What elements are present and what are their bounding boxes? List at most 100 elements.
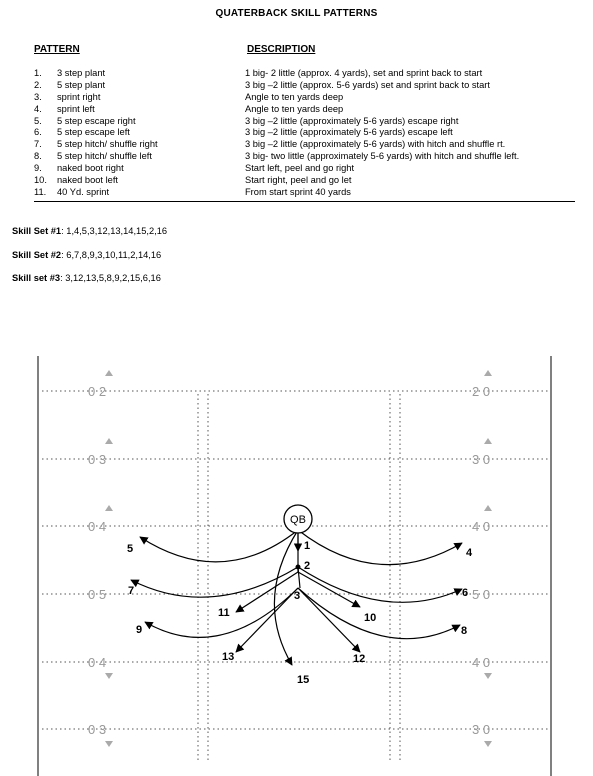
pattern-description: Angle to ten yards deep bbox=[245, 103, 344, 114]
pattern-number: 8. bbox=[34, 151, 42, 162]
route-label-8: 8 bbox=[461, 625, 467, 637]
pattern-description: Start right, peel and go let bbox=[245, 175, 352, 186]
route-label-6: 6 bbox=[462, 587, 468, 599]
yard-arrow-triangles bbox=[105, 370, 492, 747]
yard-number-right: 5 0 bbox=[472, 587, 490, 602]
yard-number-right: 4 0 bbox=[472, 655, 490, 670]
route-7 bbox=[130, 566, 299, 598]
skill-set-1: Skill Set #1: 1,4,5,3,12,13,14,15,2,16 bbox=[12, 226, 167, 236]
drop-point-2 bbox=[295, 564, 301, 570]
pattern-name: naked boot left bbox=[57, 175, 118, 186]
pattern-number: 7. bbox=[34, 139, 42, 150]
list-item: 7. 5 step hitch/ shuffle right 3 big –2 li… bbox=[34, 139, 579, 151]
pattern-description: 3 big –2 little (approximately 5-6 yards… bbox=[245, 139, 506, 150]
yard-number-left: 0 3 bbox=[88, 452, 106, 467]
pattern-description: 3 big- two little (approximately 5-6 yar… bbox=[245, 151, 520, 162]
skill-set-label: Skill Set #1 bbox=[12, 226, 62, 236]
pattern-name: 5 step hitch/ shuffle right bbox=[57, 139, 158, 150]
skill-set-values: : 1,4,5,3,12,13,14,15,2,16 bbox=[61, 226, 168, 236]
route-label-11: 11 bbox=[218, 607, 230, 619]
route-15 bbox=[273, 529, 299, 666]
skill-set-3: Skill set #3: 3,12,13,5,8,9,2,15,6,16 bbox=[12, 273, 161, 283]
route-label-3: 3 bbox=[294, 590, 300, 602]
yard-number-right: 3 0 bbox=[472, 722, 490, 737]
route-10 bbox=[297, 571, 361, 608]
route-6 bbox=[297, 566, 463, 603]
list-item: 3. sprint right Angle to ten yards deep bbox=[34, 92, 579, 104]
route-13 bbox=[235, 587, 299, 653]
list-item: 9. naked boot right Start left, peel and g… bbox=[34, 163, 579, 175]
route-9 bbox=[144, 587, 299, 639]
pattern-number: 6. bbox=[34, 127, 42, 138]
description-column-header: DESCRIPTION bbox=[247, 44, 316, 55]
yard-number-right: 3 0 bbox=[472, 452, 490, 467]
list-item: 11. 40 Yd. sprint From start sprint 40 yar… bbox=[34, 187, 579, 199]
route-label-13: 13 bbox=[222, 651, 234, 663]
page-title: QUATERBACK SKILL PATTERNS bbox=[215, 8, 378, 19]
yard-number-left: 0 5 bbox=[88, 587, 106, 602]
list-item: 4. sprint left Angle to ten yards deep bbox=[34, 104, 579, 116]
skill-set-2: Skill Set #2: 6,7,8,9,3,10,11,2,14,16 bbox=[12, 250, 161, 260]
pattern-number: 10. bbox=[34, 175, 47, 186]
pattern-name: 3 step plant bbox=[57, 68, 106, 78]
route-4 bbox=[297, 529, 463, 566]
qb-label: QB bbox=[290, 514, 306, 526]
pattern-number: 9. bbox=[34, 163, 42, 174]
pattern-number: 11. bbox=[34, 186, 47, 197]
pattern-name: sprint left bbox=[57, 103, 95, 114]
pattern-column-header: PATTERN bbox=[34, 44, 80, 55]
yard-numbers: 0 2 0 3 0 4 0 5 0 4 0 3 2 0 3 0 4 0 5 0 … bbox=[88, 384, 490, 737]
pattern-name: 5 step plant bbox=[57, 79, 106, 90]
yard-number-left: 0 2 bbox=[88, 384, 106, 399]
route-label-10: 10 bbox=[364, 612, 376, 624]
route-3-drop bbox=[297, 566, 301, 589]
list-item: 6. 5 step escape left 3 big –2 little (app… bbox=[34, 127, 579, 139]
pattern-description: 3 big –2 little (approximately 5-6 yards… bbox=[245, 115, 459, 126]
route-labels: 1 2 3 4 5 6 7 8 9 10 11 12 13 15 bbox=[127, 540, 473, 686]
yard-number-right: 2 0 bbox=[472, 384, 490, 399]
pattern-name: 5 step hitch/ shuffle left bbox=[57, 151, 152, 162]
yard-number-right: 4 0 bbox=[472, 519, 490, 534]
pattern-number: 5. bbox=[34, 115, 42, 126]
pattern-description: 3 big –2 little (approx. 5-6 yards) set … bbox=[245, 79, 490, 90]
pattern-number: 1. bbox=[34, 68, 42, 78]
route-label-9: 9 bbox=[136, 624, 142, 636]
route-label-12: 12 bbox=[353, 653, 365, 665]
route-label-7: 7 bbox=[128, 585, 134, 597]
yard-number-left: 0 4 bbox=[88, 655, 106, 670]
pattern-name: 40 Yd. sprint bbox=[57, 186, 110, 197]
pattern-description: 1 big- 2 little (approx. 4 yards), set a… bbox=[245, 68, 483, 78]
yard-number-left: 0 3 bbox=[88, 722, 106, 737]
list-item: 5. 5 step escape right 3 big –2 little (ap… bbox=[34, 116, 579, 128]
pattern-description: Angle to ten yards deep bbox=[245, 91, 344, 102]
pattern-number: 3. bbox=[34, 91, 42, 102]
pattern-number: 2. bbox=[34, 79, 42, 90]
pattern-list: 1. 3 step plant 1 big- 2 little (approx. 4… bbox=[34, 68, 579, 199]
pattern-name: naked boot right bbox=[57, 163, 124, 174]
yard-lines bbox=[42, 390, 548, 730]
list-item: 10. naked boot left Start right, peel and … bbox=[34, 175, 579, 187]
pattern-name: 5 step escape right bbox=[57, 115, 136, 126]
pattern-description: From start sprint 40 yards bbox=[245, 186, 351, 197]
route-8 bbox=[297, 587, 461, 640]
list-item: 2. 5 step plant 3 big –2 little (approx. 5… bbox=[34, 80, 579, 92]
skill-set-values: : 6,7,8,9,3,10,11,2,14,16 bbox=[61, 250, 162, 260]
route-label-4: 4 bbox=[466, 547, 473, 559]
skill-set-values: : 3,12,13,5,8,9,2,15,6,16 bbox=[60, 273, 161, 283]
route-lines bbox=[130, 529, 463, 666]
table-bottom-rule bbox=[34, 201, 575, 202]
route-label-5: 5 bbox=[127, 543, 133, 555]
yard-number-left: 0 4 bbox=[88, 519, 106, 534]
route-12 bbox=[297, 587, 361, 653]
route-5 bbox=[139, 529, 299, 563]
pattern-number: 4. bbox=[34, 103, 42, 114]
route-label-15: 15 bbox=[297, 674, 309, 686]
qb-circle bbox=[283, 504, 313, 534]
list-item: 8. 5 step hitch/ shuffle left 3 big- two l… bbox=[34, 151, 579, 163]
route-label-2: 2 bbox=[304, 560, 310, 572]
pattern-name: 5 step escape left bbox=[57, 127, 130, 138]
pattern-description: 3 big –2 little (approximately 5-6 yards… bbox=[245, 127, 453, 138]
route-label-1: 1 bbox=[304, 540, 310, 552]
route-11 bbox=[235, 571, 299, 613]
